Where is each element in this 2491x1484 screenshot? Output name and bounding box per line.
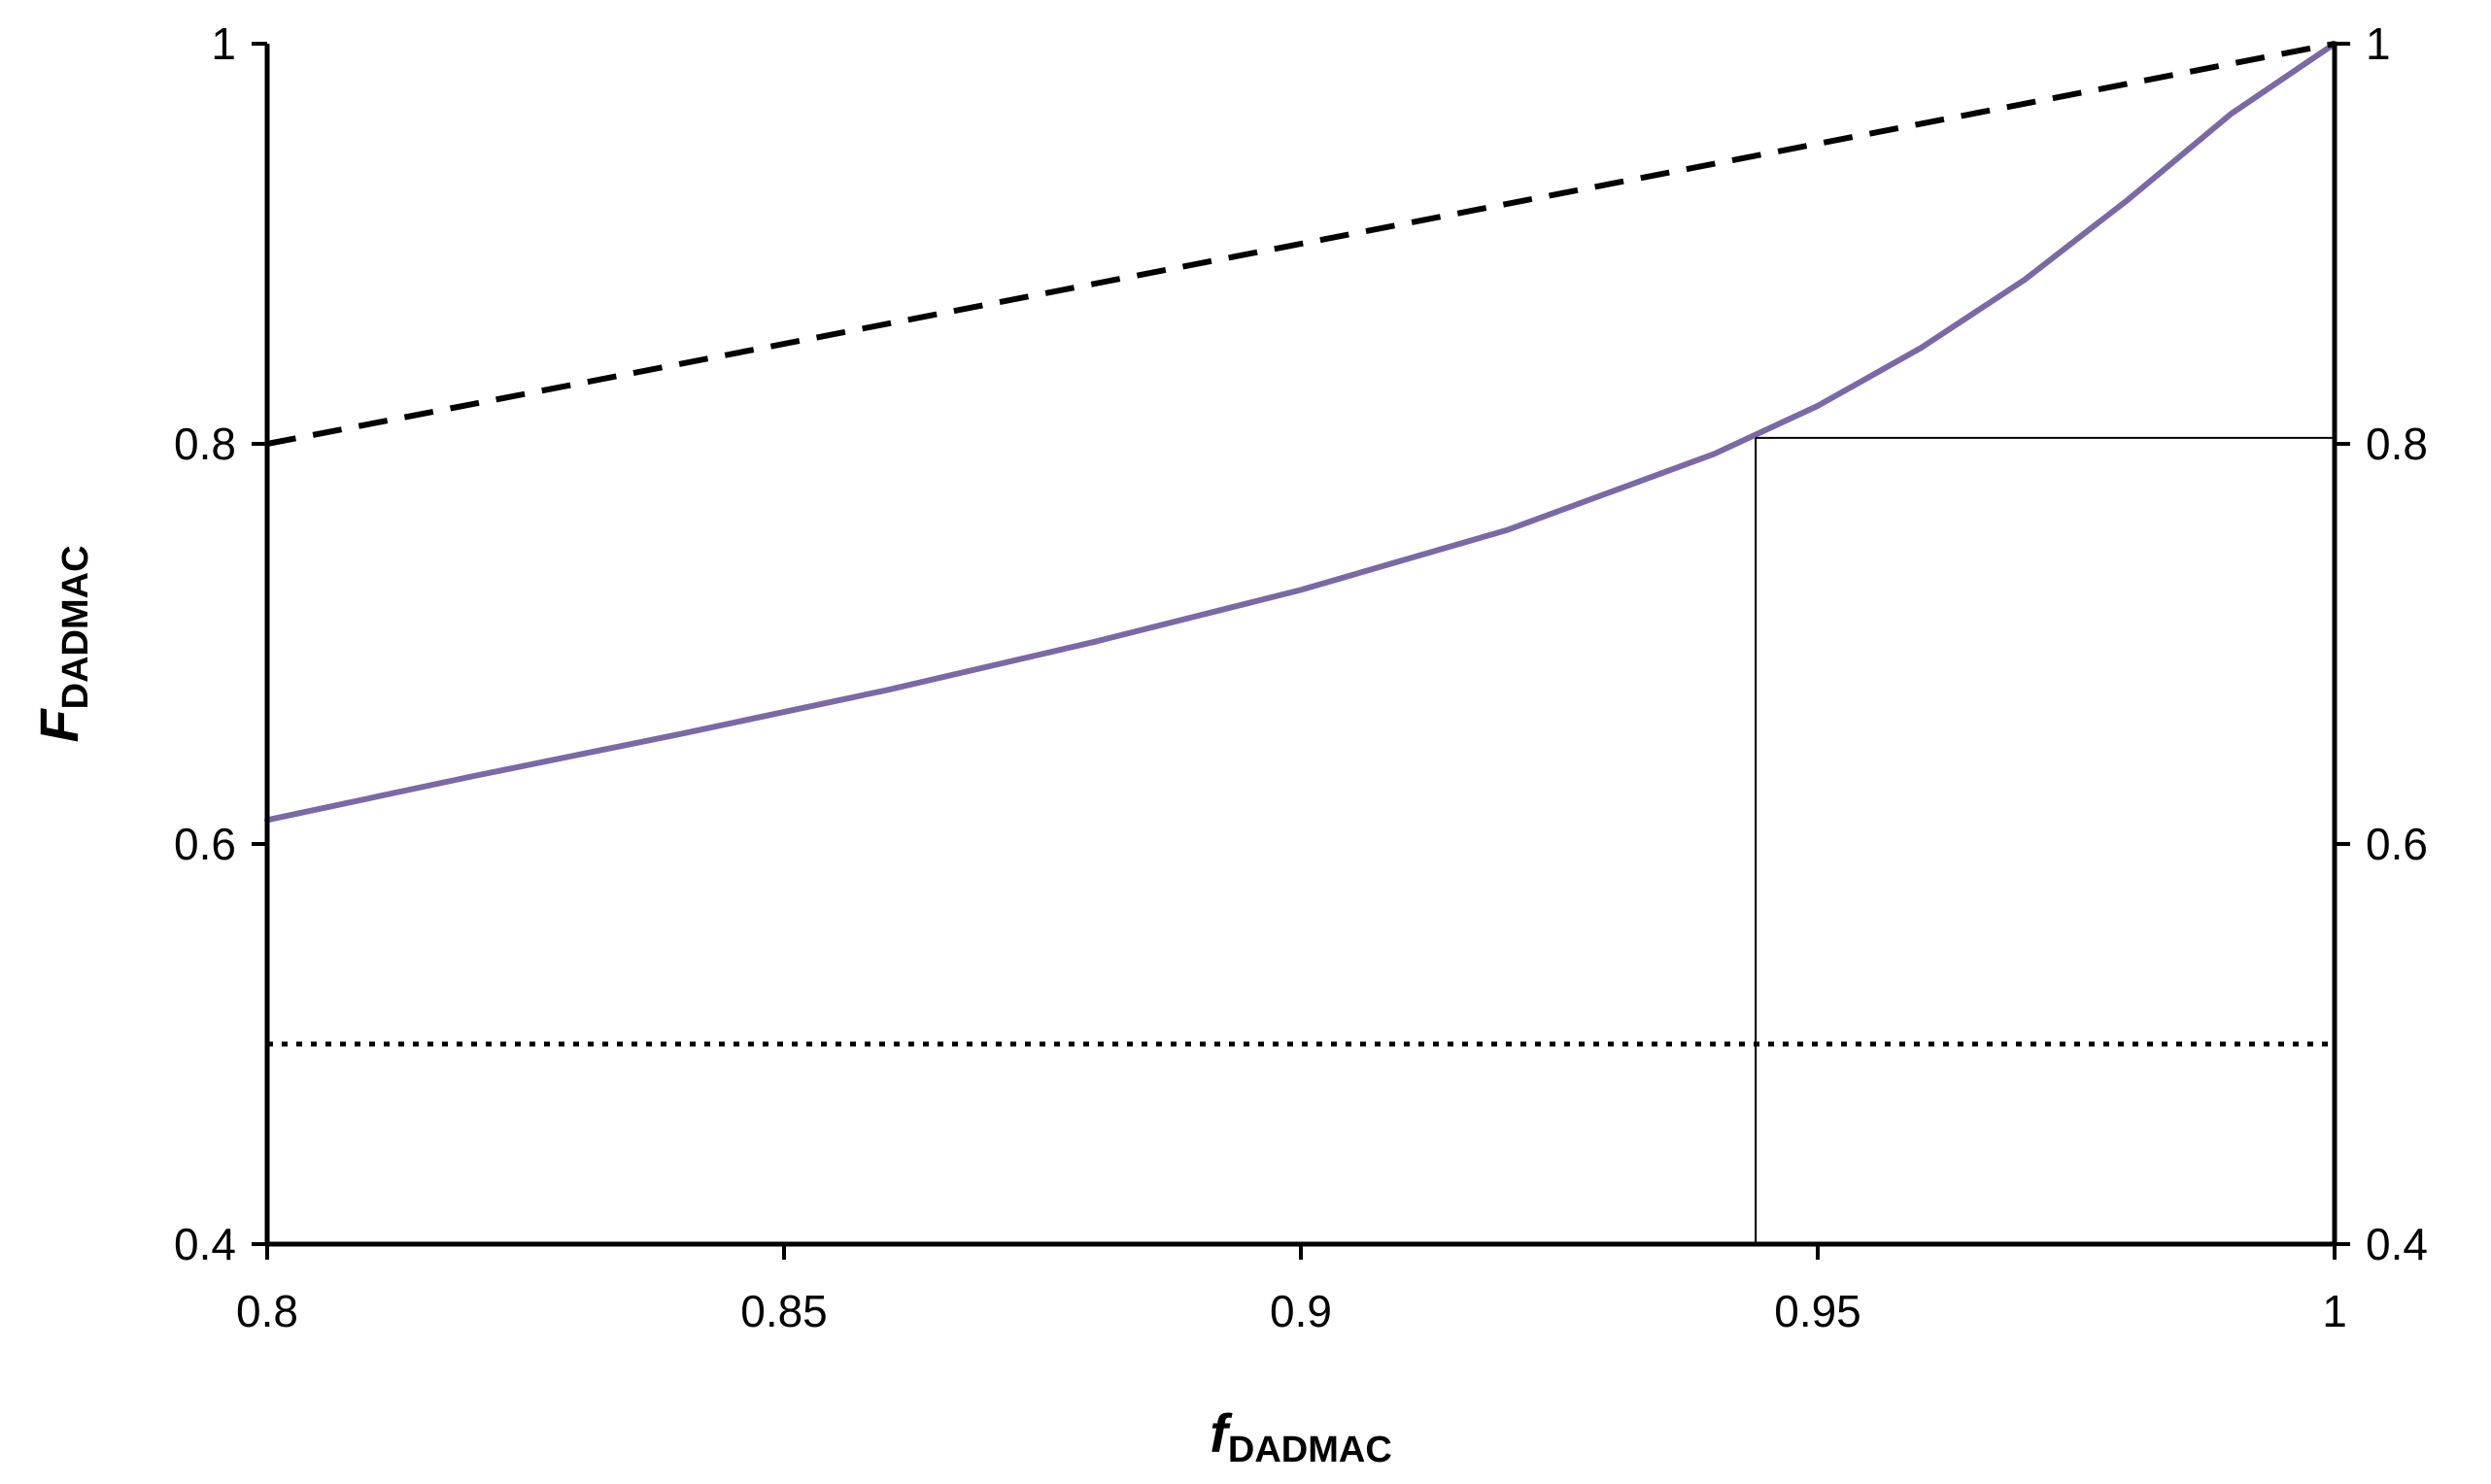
tick-layer: 0.8 0.85 0.9 0.95 1 0.4 0.6 0.8 1 0.4 0.6 0.8 1	[174, 18, 2428, 1336]
y-axis-label-main: F	[28, 708, 89, 743]
left-y-tick-label: 0.8	[174, 419, 236, 469]
right-y-tick-label: 0.6	[2366, 819, 2428, 869]
left-y-tick-label: 1	[211, 18, 236, 69]
x-tick-label: 1	[2322, 1286, 2347, 1336]
axis-labels: fDADMAC FDADMAC	[28, 545, 1392, 1470]
x-tick-label: 0.95	[1774, 1286, 1861, 1336]
right-y-tick-label: 0.8	[2366, 419, 2428, 469]
x-axis-label: fDADMAC	[1210, 1402, 1392, 1470]
left-y-tick-label: 0.6	[174, 819, 236, 869]
x-axis-label-sub: DADMAC	[1228, 1430, 1392, 1470]
series-line-solid	[264, 41, 2337, 824]
axes-layer	[264, 44, 2337, 1247]
series-line-dashed	[266, 41, 2336, 447]
right-y-tick-label: 1	[2366, 18, 2391, 69]
y-axis-label: FDADMAC	[28, 545, 96, 742]
series-layer	[264, 41, 2337, 1047]
y-axis-label-sub: DADMAC	[55, 545, 96, 709]
x-tick-label: 0.8	[236, 1286, 298, 1336]
x-tick-label: 0.9	[1270, 1286, 1332, 1336]
right-y-tick-label: 0.4	[2366, 1219, 2428, 1269]
left-y-tick-label: 0.4	[174, 1219, 236, 1269]
annotation-layer	[1755, 436, 2335, 1244]
x-tick-label: 0.85	[740, 1286, 828, 1336]
